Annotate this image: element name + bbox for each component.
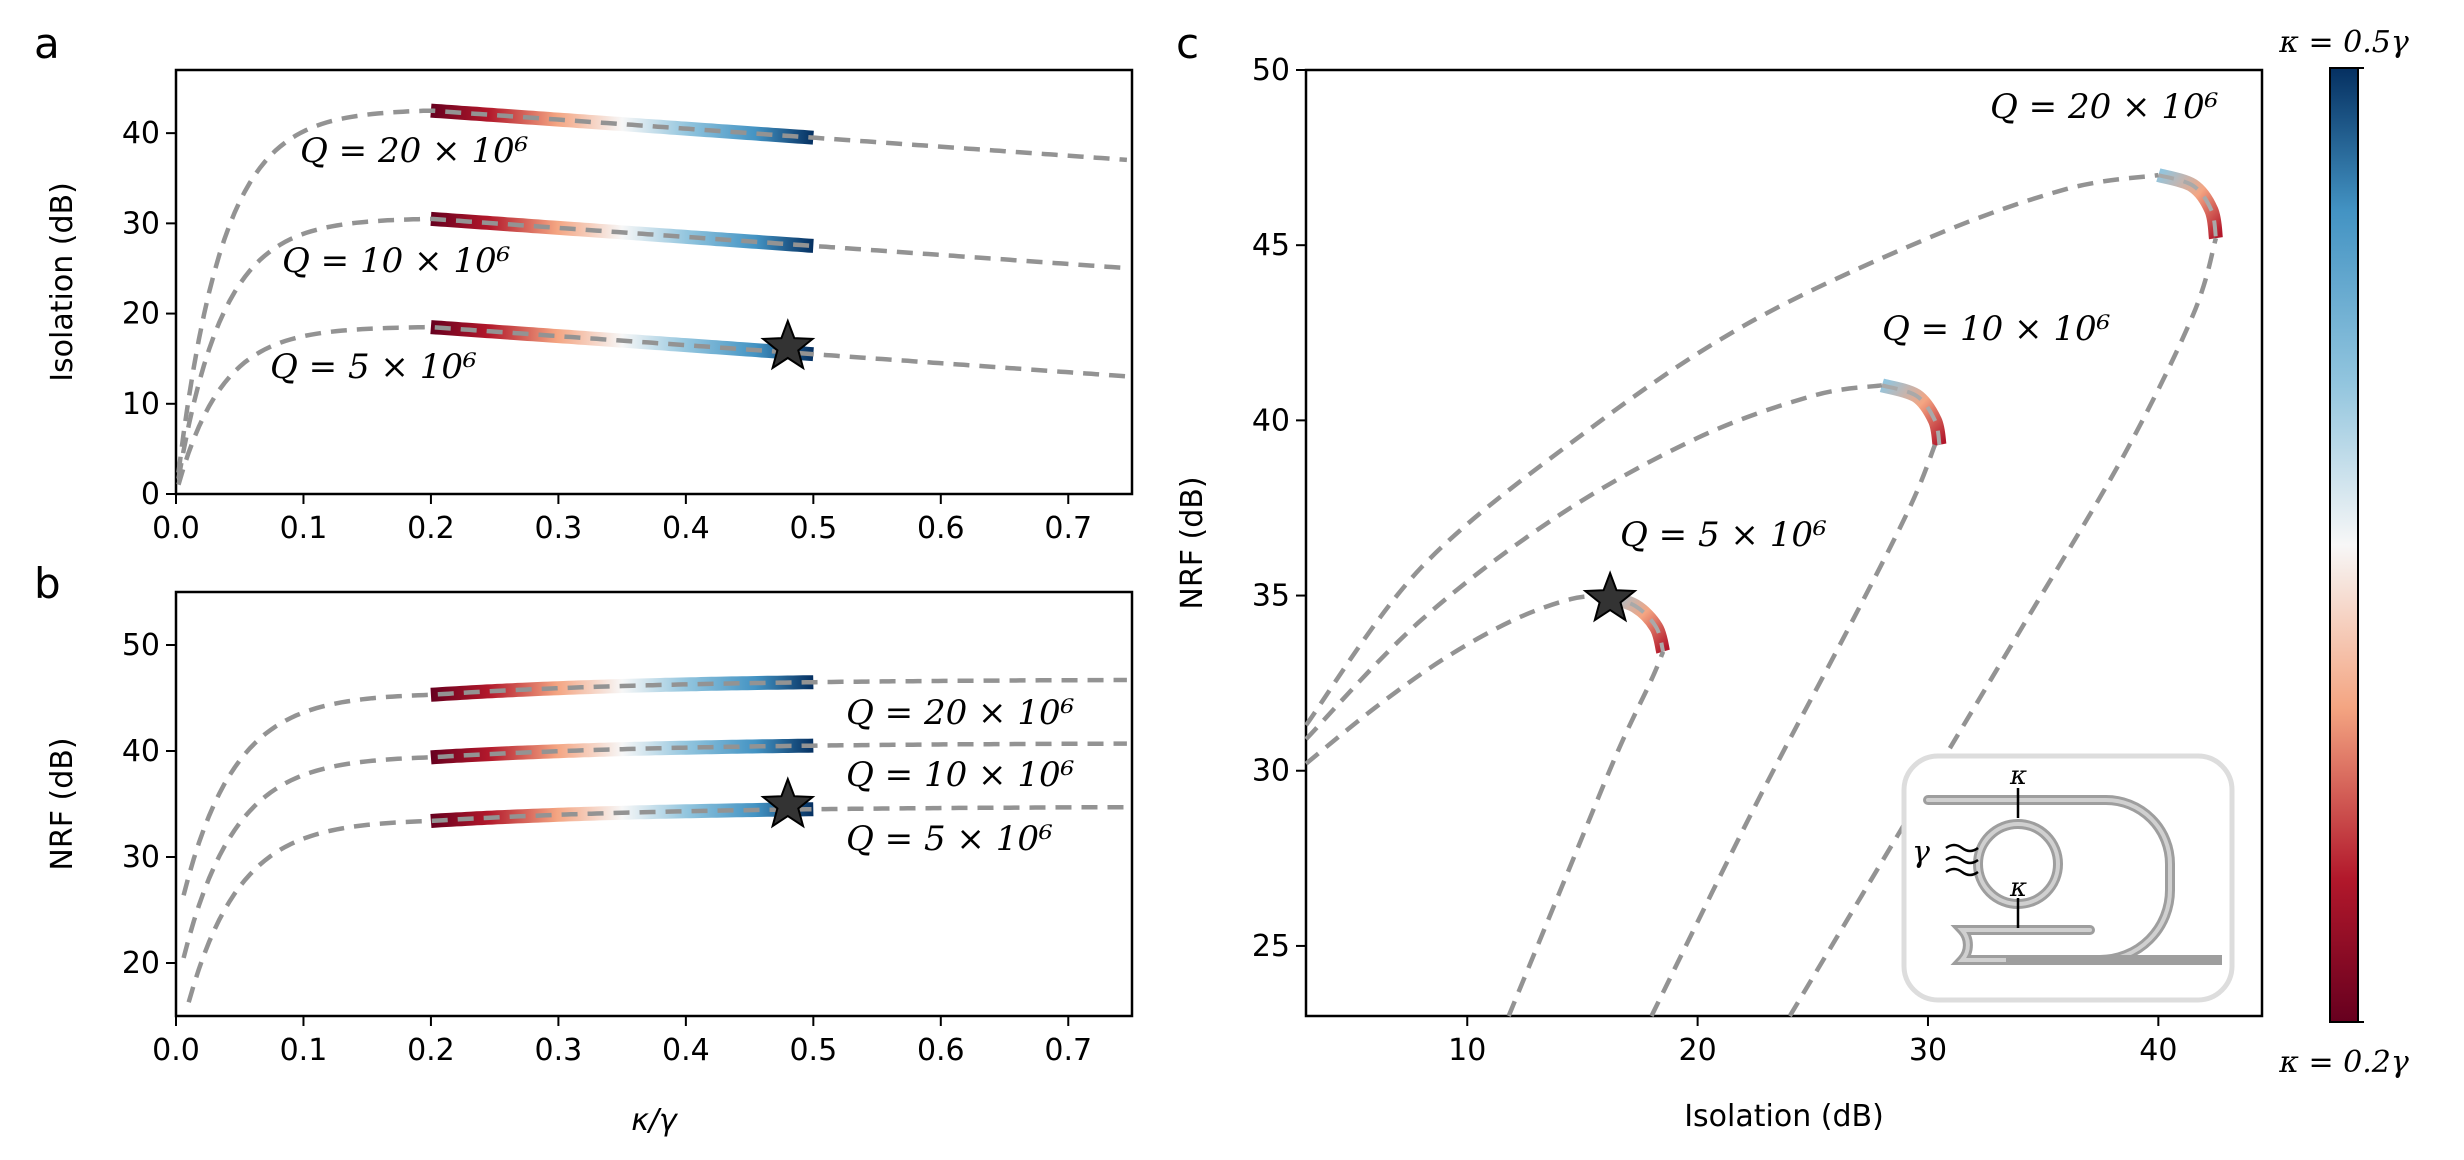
panel-b-xtick-label-3: 0.3 — [535, 1033, 583, 1068]
panel-b-ytick-label-2: 40 — [122, 734, 160, 769]
panel-a-xtick-label-7: 0.7 — [1044, 511, 1092, 546]
panel-c-ytick-label-2: 35 — [1252, 579, 1290, 614]
panel-b-ytick-label-1: 30 — [122, 840, 160, 875]
panel-a-ytick-label-0: 0 — [141, 477, 160, 512]
panel-c-annotation-q10: Q = 10 × 10⁶ — [1882, 309, 2110, 349]
panel-c-series-2-upper-line — [1304, 593, 1606, 766]
panel-b-xtick-label-4: 0.4 — [662, 1033, 710, 1068]
panel-c-ytick-label-5: 50 — [1252, 53, 1290, 88]
panel-c-ylabel: NRF (dB) — [1175, 476, 1210, 609]
panel-c-star-marker — [1582, 570, 1638, 623]
panel-a-annotation-q10: Q = 10 × 10⁶ — [282, 241, 510, 281]
panel-b-xtick-label-1: 0.1 — [280, 1033, 328, 1068]
inset-gamma-loss-arrows — [1945, 843, 1979, 877]
panel-b-xtick-label-0: 0.0 — [152, 1033, 200, 1068]
panel-c-ytick-label-3: 40 — [1252, 403, 1290, 438]
panel-c-ytick-label-1: 30 — [1252, 754, 1290, 789]
panel-b-xtick-label-7: 0.7 — [1044, 1033, 1092, 1068]
panel-b-xtick-label-5: 0.5 — [789, 1033, 837, 1068]
panel-b-annotation-q10: Q = 10 × 10⁶ — [846, 755, 1074, 795]
panel-letter-c: c — [1176, 19, 1199, 68]
panel-c-series-1-colored-dash — [1881, 383, 1942, 446]
panel-b-annotation-q20: Q = 20 × 10⁶ — [846, 693, 1074, 733]
panel-a-xtick-label-4: 0.4 — [662, 511, 710, 546]
panel-c-xtick-label-0: 10 — [1448, 1033, 1486, 1068]
inset-kappa-top: κ — [2009, 761, 2027, 791]
panel-c-series-0-lower-line — [1787, 237, 2219, 1018]
panel-b: 0.0 0.1 0.2 0.3 0.4 0.5 0.6 0.7 20 30 40 50 NRF (dB… — [45, 590, 1134, 1138]
colorbar-bottom-label: κ = 0.2γ — [2278, 1045, 2409, 1080]
panel-a-annotation-q5: Q = 5 × 10⁶ — [270, 347, 477, 387]
panel-a-series-1-line — [176, 216, 1128, 480]
colorbar: κ = 0.5γ κ = 0.2γ — [2278, 25, 2409, 1080]
panel-a-series-0-colored — [430, 103, 814, 145]
panel-c: 10 20 30 40 25 30 35 40 45 50 NRF (dB) Isolation … — [1175, 53, 2264, 1134]
panel-a-xtick-label-5: 0.5 — [789, 511, 837, 546]
panel-c-ytick-label-0: 25 — [1252, 929, 1290, 964]
panel-c-annotation-q20: Q = 20 × 10⁶ — [1990, 87, 2218, 127]
inset-kappa-bottom: κ — [2009, 873, 2027, 903]
inset-device: κ κ γ — [1901, 753, 2235, 1003]
panel-a-star-marker — [760, 318, 816, 371]
panel-a-xtick-label-0: 0.0 — [152, 511, 200, 546]
panel-c-frame — [1304, 68, 2264, 1018]
panel-a-series-0-line — [176, 108, 1128, 473]
panel-c-xtick-label-3: 40 — [2139, 1033, 2177, 1068]
panel-c-series-2-lower-line — [1506, 650, 1666, 1017]
panel-b-frame — [174, 590, 1134, 1018]
panel-c-series-0-colored-dash — [2157, 173, 2218, 239]
panel-c-series-0-upper-line — [1304, 172, 2159, 727]
panel-c-xtick-label-2: 30 — [1909, 1033, 1947, 1068]
panel-b-annotation-q5: Q = 5 × 10⁶ — [846, 819, 1053, 859]
panel-b-ytick-label-0: 20 — [122, 946, 160, 981]
panel-c-xlabel: Isolation (dB) — [1684, 1099, 1884, 1134]
panel-a-frame — [174, 68, 1134, 496]
panel-a-ytick-label-3: 30 — [122, 206, 160, 241]
colorbar-gradient — [2329, 67, 2359, 1023]
panel-a-ytick-label-4: 40 — [122, 116, 160, 151]
panel-a-ylabel: Isolation (dB) — [45, 182, 80, 382]
panel-a-xtick-label-3: 0.3 — [535, 511, 583, 546]
panel-a-xtick-label-6: 0.6 — [917, 511, 965, 546]
panel-b-series-0-line — [181, 677, 1127, 896]
panel-a-xtick-label-2: 0.2 — [407, 511, 455, 546]
inset-gamma: γ — [1912, 835, 1930, 870]
panel-a-ytick-label-1: 10 — [122, 387, 160, 422]
colorbar-top-label: κ = 0.5γ — [2278, 25, 2409, 60]
panel-c-series-1-upper-line — [1304, 383, 1883, 741]
panel-b-ylabel: NRF (dB) — [45, 737, 80, 870]
panel-c-annotation-q5: Q = 5 × 10⁶ — [1620, 515, 1827, 555]
panel-c-ytick-label-4: 45 — [1252, 228, 1290, 263]
panel-letter-b: b — [34, 559, 61, 608]
panel-a-series-2-line — [176, 324, 1128, 486]
panel-b-xtick-label-2: 0.2 — [407, 1033, 455, 1068]
panel-letter-a: a — [34, 19, 60, 68]
panel-a-annotation-q20: Q = 20 × 10⁶ — [300, 131, 528, 171]
inset-waveguide-highlight — [1926, 798, 2172, 962]
panel-b-xlabel: κ/γ — [631, 1103, 679, 1138]
panel-c-xtick-label-1: 20 — [1679, 1033, 1717, 1068]
panel-a-xtick-label-1: 0.1 — [280, 511, 328, 546]
panel-b-ytick-label-3: 50 — [122, 628, 160, 663]
panel-a-ytick-label-2: 20 — [122, 297, 160, 332]
panel-b-xtick-label-6: 0.6 — [917, 1033, 965, 1068]
panel-b-star-marker — [760, 776, 816, 829]
panel-a: 0.0 0.1 0.2 0.3 0.4 0.5 0.6 0.7 0 10 20 30 40 Isolat… — [45, 68, 1134, 546]
panel-b-series-1-line — [181, 741, 1127, 959]
